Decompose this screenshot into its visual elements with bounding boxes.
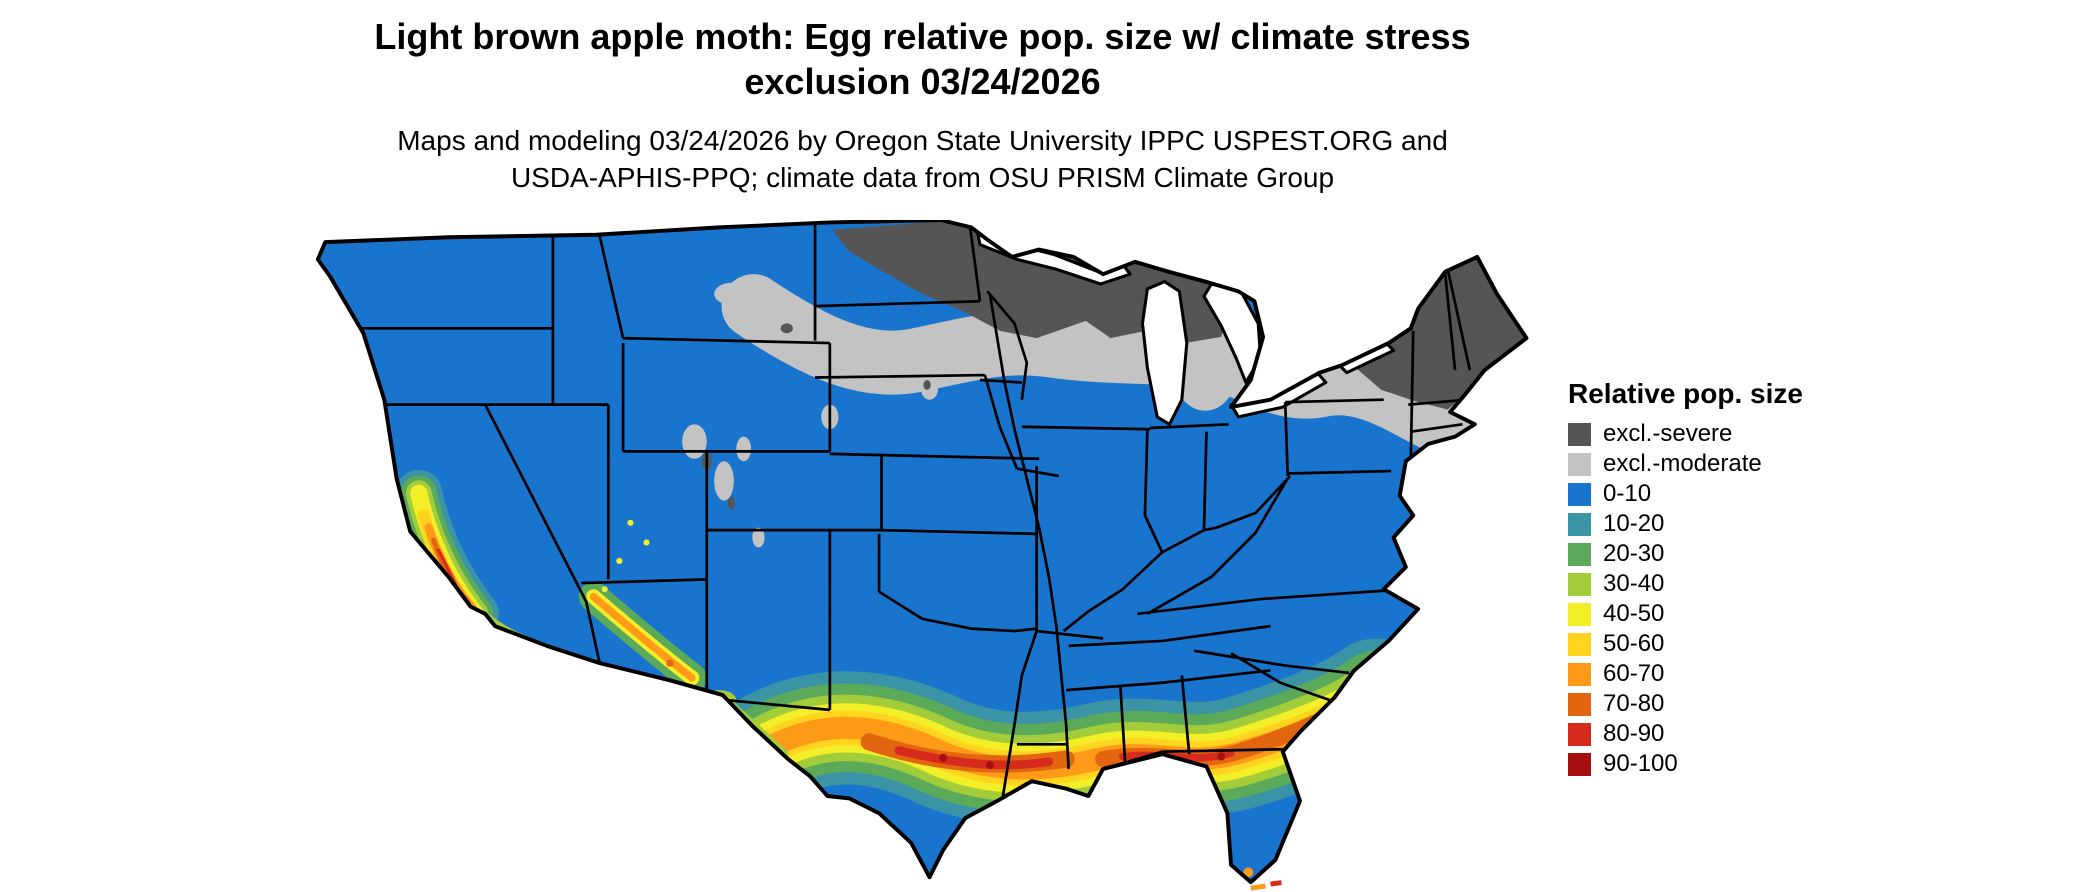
region-excl-moderate-band: [721, 274, 1488, 462]
legend-item-c90: 90-100: [1568, 752, 1803, 776]
legend-item-label: 70-80: [1603, 690, 1665, 717]
legend-item-label: 10-20: [1603, 510, 1665, 537]
legend-swatch: [1568, 422, 1591, 446]
legend-item-severe: excl.-severe: [1568, 422, 1803, 446]
legend-item-label: 20-30: [1603, 540, 1665, 567]
south-florida-patch: [1243, 867, 1254, 878]
legend-swatch: [1568, 602, 1591, 626]
legend-swatch: [1568, 512, 1591, 536]
legend-swatch: [1568, 722, 1591, 746]
arizona-population-band: [578, 581, 707, 693]
legend-title: Relative pop. size: [1568, 378, 1803, 409]
legend-item-label: 90-100: [1603, 750, 1678, 777]
legend-item-label: excl.-severe: [1603, 420, 1733, 447]
map-fill-layers: [317, 220, 1527, 883]
page-title: Light brown apple moth: Egg relative pop…: [0, 14, 1845, 104]
legend-item-c70: 70-80: [1568, 692, 1803, 716]
legend-swatch: [1568, 452, 1591, 476]
legend-item-c10: 10-20: [1568, 512, 1803, 536]
state-borders: [356, 224, 1472, 802]
legend-swatch: [1568, 662, 1591, 686]
legend-item-label: 60-70: [1603, 660, 1665, 687]
legend: Relative pop. size excl.-severe excl.-mo…: [1568, 378, 1803, 782]
title-line-1: Light brown apple moth: Egg relative pop…: [374, 16, 1471, 57]
legend-items: excl.-severe excl.-moderate 0-10 10-20 2…: [1568, 422, 1803, 776]
legend-item-c30: 30-40: [1568, 572, 1803, 596]
legend-item-c50: 50-60: [1568, 632, 1803, 656]
southern-population-band: [672, 638, 1433, 833]
us-map-canvas: [300, 220, 1532, 892]
legend-item-label: 50-60: [1603, 630, 1665, 657]
us-outline: [315, 220, 1529, 885]
florida-keys: [1250, 880, 1282, 891]
legend-item-label: 40-50: [1603, 600, 1665, 627]
legend-swatch: [1568, 632, 1591, 656]
legend-swatch: [1568, 542, 1591, 566]
lake-huron: [1202, 282, 1263, 384]
legend-swatch: [1568, 752, 1591, 776]
legend-swatch: [1568, 572, 1591, 596]
great-basin-specks: [601, 519, 650, 593]
header: Light brown apple moth: Egg relative pop…: [0, 14, 1845, 196]
legend-item-label: 0-10: [1603, 480, 1652, 507]
legend-item-c60: 60-70: [1568, 662, 1803, 686]
legend-item-c0: 0-10: [1568, 482, 1803, 506]
title-line-2: exclusion 03/24/2026: [744, 61, 1101, 102]
legend-item-c80: 80-90: [1568, 722, 1803, 746]
legend-swatch: [1568, 692, 1591, 716]
legend-item-c20: 20-30: [1568, 542, 1803, 566]
us-map-svg: [315, 220, 1529, 891]
legend-item-label: 80-90: [1603, 720, 1665, 747]
legend-item-label: 30-40: [1603, 570, 1665, 597]
subtitle-line-1: Maps and modeling 03/24/2026 by Oregon S…: [397, 125, 1448, 156]
legend-item-c40: 40-50: [1568, 602, 1803, 626]
legend-item-label: excl.-moderate: [1603, 450, 1762, 477]
subtitle-line-2: USDA-APHIS-PPQ; climate data from OSU PR…: [510, 162, 1335, 193]
legend-swatch: [1568, 482, 1591, 506]
legend-item-moderate: excl.-moderate: [1568, 452, 1803, 476]
lake-michigan: [1140, 280, 1189, 426]
great-lakes: [976, 230, 1396, 426]
map-subtitle: Maps and modeling 03/24/2026 by Oregon S…: [0, 122, 1845, 196]
